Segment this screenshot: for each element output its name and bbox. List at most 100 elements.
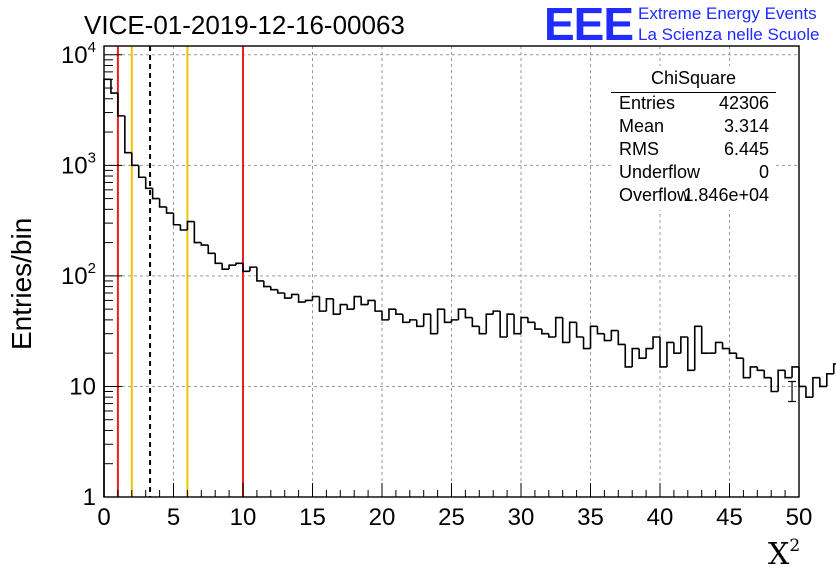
histogram-bin [381,311,389,321]
y-axis-label: Entries/bin [6,217,37,350]
stats-row-mean: Mean 3.314 [619,116,769,138]
chart-title: VICE-01-2019-12-16-00063 [84,10,405,40]
histogram-bin [200,242,209,246]
histogram-bin [548,333,556,338]
y-tick-label: 10 [69,373,96,400]
x-tick-label: 20 [369,504,396,531]
histogram-bin [603,333,612,342]
histogram-bin [520,316,528,334]
stats-value: 42306 [718,93,769,113]
histogram-bin [666,341,674,367]
x-tick-label: 10 [230,504,257,531]
histogram-bin [103,78,111,497]
histogram-bin [687,337,695,372]
histogram-bin [131,152,139,167]
histogram-bin [485,313,494,334]
histogram-bin [742,358,751,379]
histogram-bin [110,79,118,94]
histogram-bin [541,329,549,335]
histogram-bin [832,363,836,374]
histogram-bin [826,373,834,387]
histogram-bin [228,264,237,270]
axis-ticks [103,54,800,498]
histogram-bin [680,336,688,354]
histogram-bin [805,386,813,398]
histogram-bin [631,347,640,367]
histogram-bin [290,293,299,299]
y-tick-label: 1 [83,484,96,511]
histogram-bin [464,309,473,319]
histogram-bin [561,317,570,344]
histogram-bin [297,294,306,303]
histogram-bin [270,286,278,291]
histogram-bin [527,317,535,324]
stats-value: 0 [758,162,769,182]
histogram-bin [652,336,660,349]
histogram-bin [249,266,257,272]
histogram-bin [575,322,584,338]
histogram-bin [402,314,410,324]
histogram-bin [763,370,772,379]
histogram-bin [673,342,681,354]
histogram-bin [700,326,709,354]
stats-label: Overflow [619,185,691,205]
stats-box: ChiSquare Entries 42306 Mean 3.314 RMS 6… [611,66,776,210]
x-tick-label: 0 [97,504,110,531]
x-tick-label: 5 [167,504,180,531]
histogram-bin [659,337,667,368]
histogram-bin [728,348,737,354]
histogram-bin [367,299,376,305]
histogram-bin [415,319,424,328]
histogram-bin [304,299,313,303]
histogram-bin [193,221,202,244]
histogram-bin [332,298,341,316]
histogram-bin [450,319,459,323]
histogram-bin [784,370,793,379]
histogram-bin [214,253,223,265]
stats-label: Entries [619,93,676,113]
histogram-bin [812,376,820,398]
histogram-bin [325,298,334,312]
histogram-bin [235,262,243,266]
stats-label: RMS [619,139,659,159]
stats-value: 1.846e+04 [683,185,769,205]
stats-row-overflow: Overflow 1.846e+04 [619,185,769,207]
histogram-bin [735,353,744,360]
histogram-bin [144,177,153,190]
histogram-bin [471,317,480,328]
histogram-bin [429,314,438,335]
histogram-bin [117,93,125,117]
histogram-bin [506,313,515,337]
histogram-bin [263,280,271,288]
stats-label: Underflow [619,162,701,182]
x-tick-label: 45 [716,504,743,531]
histogram-bin [798,366,806,388]
histogram-bin [617,330,626,346]
y-tick-label: 102 [61,260,96,290]
x-axis-label: X2 [768,536,800,572]
x-axis-label-base: X [768,537,790,572]
stats-row-entries: Entries 42306 [619,93,769,115]
histogram-bin [221,263,230,270]
histogram-bin [283,293,292,299]
histogram-bin [311,295,320,301]
histogram-bin [756,366,765,372]
x-axis-label-exponent: 2 [789,536,801,556]
reference-lines [116,46,244,497]
histogram-bin [610,329,619,341]
y-tick-label: 103 [61,149,96,179]
histogram-bin [589,325,598,349]
logo-line-2: La Scienza nelle Scuole [638,25,820,44]
histogram-bin [158,198,167,208]
histogram-bin [770,377,779,393]
histogram-bin [165,206,174,214]
y-tick-label: 104 [61,39,96,69]
histogram-bin [721,342,730,350]
stats-row-rms: RMS 6.445 [619,139,769,161]
histogram-bin [478,326,487,335]
histogram-bin [749,366,758,378]
x-tick-label: 15 [299,504,326,531]
histogram-bin [499,311,508,338]
histogram-bin [645,347,654,359]
